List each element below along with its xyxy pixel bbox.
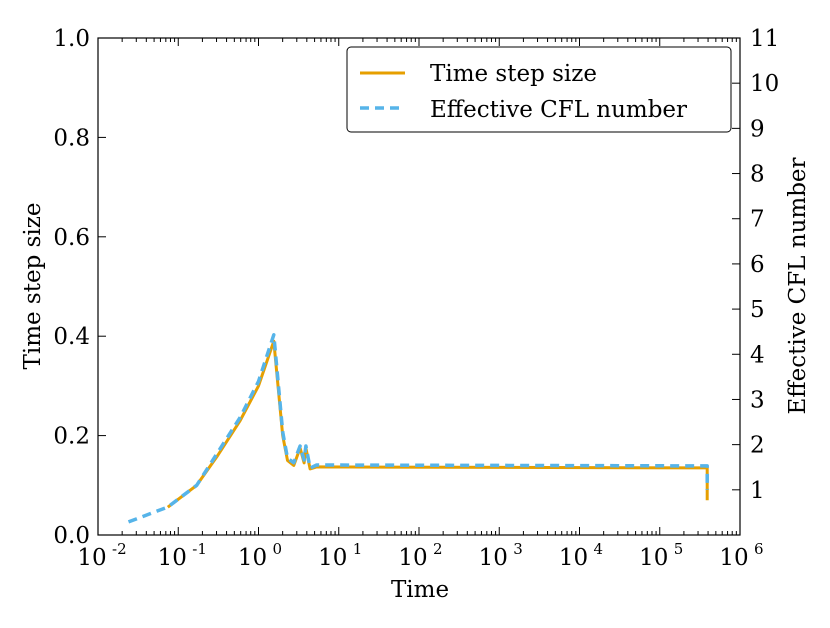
x-tick-exponent: 6 <box>754 540 764 558</box>
y-tick-label: 0.2 <box>53 424 90 450</box>
x-tick-label: 10 <box>559 545 588 571</box>
x-tick-label: 10 <box>479 545 508 571</box>
y-axis-label: Time step size <box>20 202 46 369</box>
x-tick-label: 10 <box>398 545 427 571</box>
x-tick-exponent: 4 <box>594 540 604 558</box>
y2-axis-label: Effective CFL number <box>785 157 811 414</box>
legend-label-cfl: Effective CFL number <box>430 97 687 123</box>
y-tick-label: 1.0 <box>53 26 90 52</box>
y2-tick-label: 10 <box>750 71 779 97</box>
y-tick-label: 0.4 <box>53 324 90 350</box>
x-tick-exponent: 2 <box>433 540 443 558</box>
series-line-time-step-size <box>166 339 709 509</box>
y2-tick-label: 8 <box>750 162 765 188</box>
x-tick-exponent: 3 <box>513 540 523 558</box>
y2-tick-label: 11 <box>750 26 779 52</box>
y2-tick-label: 6 <box>750 252 765 278</box>
y2-tick-label: 2 <box>750 433 765 459</box>
y2-tick-label: 7 <box>750 207 765 233</box>
x-axis-label: Time <box>391 577 449 603</box>
legend: Time step size Effective CFL number <box>346 46 732 133</box>
y2-tick-label: 5 <box>750 297 765 323</box>
y2-tick-label: 1 <box>750 478 765 504</box>
x-tick-exponent: 1 <box>353 540 363 558</box>
x-tick-exponent: 5 <box>674 540 684 558</box>
legend-label-time-step: Time step size <box>430 61 597 87</box>
y-tick-label: 0.0 <box>53 523 90 549</box>
y-tick-label: 0.6 <box>53 225 90 251</box>
x-tick-exponent: 0 <box>273 540 283 558</box>
y2-tick-label: 3 <box>750 387 765 413</box>
x-tick-exponent: -1 <box>192 540 207 558</box>
x-tick-exponent: -2 <box>112 540 127 558</box>
y2-tick-label: 9 <box>750 116 765 142</box>
x-tick-label: 10 <box>719 545 748 571</box>
x-tick-label: 10 <box>158 545 187 571</box>
y2-tick-label: 4 <box>750 342 765 368</box>
series-line-effective-cfl <box>127 333 709 524</box>
x-tick-label: 10 <box>238 545 267 571</box>
x-tick-label: 10 <box>318 545 347 571</box>
x-tick-label: 10 <box>639 545 668 571</box>
y-tick-label: 0.8 <box>53 125 90 151</box>
x-tick-label: 10 <box>77 545 106 571</box>
